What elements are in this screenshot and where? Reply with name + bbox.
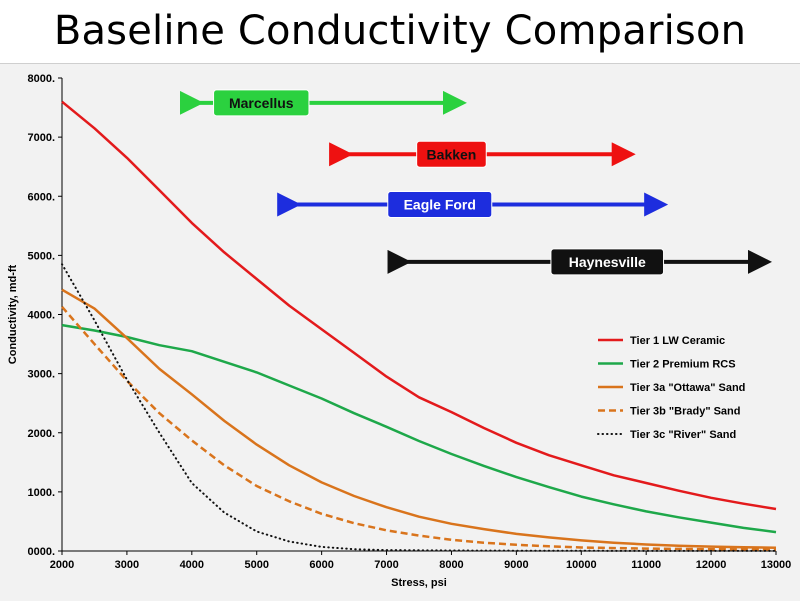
series-line-4	[61, 305, 777, 551]
chart-area: 0000. 1000. 2000. 3000. 4000. 5000. 6000. 7000.…	[0, 63, 800, 601]
y-tick-label: 3000.	[27, 369, 55, 381]
series-line-5	[61, 263, 777, 552]
legend-label: Tier 2 Premium RCS	[630, 359, 736, 371]
legend-label: Tier 1 LW Ceramic	[630, 335, 725, 347]
range-label-box	[550, 248, 665, 276]
x-tick-label: 3000	[115, 559, 139, 571]
y-tick-label: 8000.	[27, 73, 55, 85]
range-label-eagle-ford: Eagle Ford	[404, 197, 476, 213]
legend-label: Tier 3a "Ottawa" Sand	[630, 382, 745, 394]
series-line-3	[61, 288, 777, 549]
x-tick-label: 11000	[631, 559, 661, 571]
y-tick-label: 4000.	[27, 310, 55, 322]
x-tick-label: 13000	[761, 559, 792, 571]
range-label-box	[387, 191, 493, 219]
range-label-box	[213, 89, 310, 117]
y-tick-label: 2000.	[27, 428, 55, 440]
x-tick-label: 2000	[50, 559, 74, 571]
y-tick-label: 5000.	[27, 250, 55, 262]
series-line-1	[61, 100, 777, 511]
chart-title: Baseline Conductivity Comparison	[53, 8, 747, 54]
conductivity-chart: 0000. 1000. 2000. 3000. 4000. 5000. 6000. 7000.…	[7, 73, 792, 589]
range-label-bakken: Bakken	[427, 146, 477, 162]
y-tick-label: 7000.	[27, 132, 55, 144]
x-tick-label: 7000	[374, 559, 398, 571]
series-line-2	[61, 323, 777, 534]
y-axis-title: Conductivity, md-ft	[7, 264, 19, 364]
legend-label: Tier 3c "River" Sand	[630, 429, 736, 441]
range-label-haynesville: Haynesville	[569, 254, 646, 270]
y-tick-label: 6000.	[27, 191, 55, 203]
x-tick-label: 6000	[309, 559, 333, 571]
x-tick-label: 8000	[439, 559, 463, 571]
x-tick-label: 10000	[566, 559, 597, 571]
range-label-marcellus: Marcellus	[229, 95, 294, 111]
x-axis-title: Stress, psi	[391, 577, 447, 589]
legend-label: Tier 3b "Brady" Sand	[630, 406, 740, 418]
y-tick-label: 1000.	[27, 487, 55, 499]
y-tick-label: 0000.	[27, 546, 55, 558]
range-label-box	[416, 140, 487, 168]
x-tick-label: 5000	[244, 559, 268, 571]
x-tick-label: 9000	[504, 559, 528, 571]
x-tick-label: 12000	[696, 559, 727, 571]
x-tick-label: 4000	[180, 559, 204, 571]
